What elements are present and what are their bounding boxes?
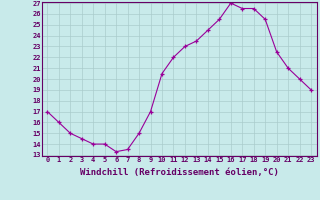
X-axis label: Windchill (Refroidissement éolien,°C): Windchill (Refroidissement éolien,°C) (80, 168, 279, 177)
